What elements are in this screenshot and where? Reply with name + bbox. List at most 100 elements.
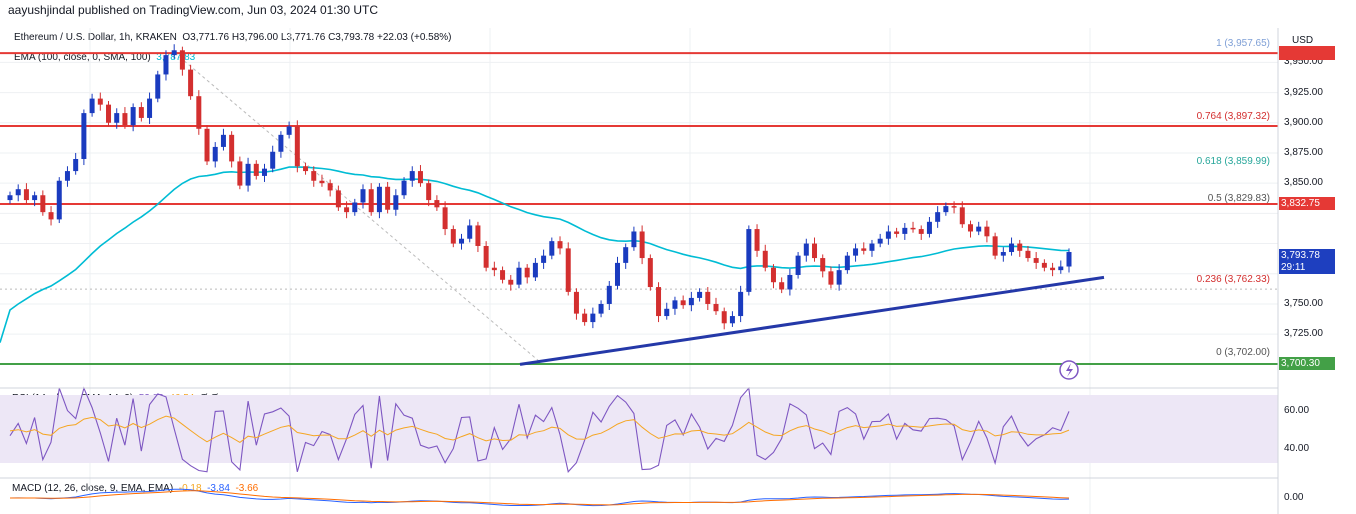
candle-body	[1050, 267, 1056, 271]
candle-body	[1058, 266, 1064, 271]
candle-body	[368, 189, 374, 213]
candle-body	[220, 134, 226, 147]
candle-body	[902, 227, 908, 234]
candle-body	[861, 248, 867, 251]
candle-body	[844, 255, 850, 271]
horizontal-lines[interactable]	[0, 52, 1278, 365]
candle-body	[623, 247, 629, 263]
candle-body	[1041, 262, 1047, 268]
candle-body	[491, 267, 497, 271]
fib-label: 0.764 (3,897.32)	[1196, 111, 1270, 122]
candle-body	[1009, 243, 1015, 253]
candle-body	[549, 241, 555, 256]
candle-body	[795, 255, 801, 275]
currency-label[interactable]: USD	[1292, 35, 1314, 46]
candle-body	[385, 186, 391, 210]
candle-body	[56, 180, 62, 220]
candle-body	[770, 267, 776, 283]
candle-body	[311, 171, 317, 181]
candle-body	[573, 291, 579, 314]
candle-body	[582, 313, 588, 323]
candle-body	[508, 279, 514, 285]
candle-body	[15, 189, 21, 196]
candle-body	[877, 238, 883, 244]
candle-body	[639, 231, 645, 259]
candle-body	[245, 163, 251, 186]
candle-body	[48, 212, 54, 220]
candle-body	[532, 262, 538, 278]
price-tick: 3,750.00	[1284, 297, 1323, 309]
ema-label: EMA (100, close, 0, SMA, 100)	[14, 52, 151, 63]
ema-legend[interactable]: EMA (100, close, 0, SMA, 100) 3,787.83	[14, 52, 195, 63]
macd-legend[interactable]: MACD (12, 26, close, 9, EMA, EMA) -0.18 …	[12, 483, 258, 494]
price-tick: 3,950.00	[1284, 56, 1323, 68]
candle-body	[754, 229, 760, 251]
candle-body	[294, 126, 300, 167]
candle-body	[590, 313, 596, 323]
candle-body	[926, 221, 932, 234]
candle-body	[212, 146, 218, 162]
candle-body	[836, 270, 842, 285]
candle-body	[729, 316, 735, 324]
candle-body	[171, 50, 177, 56]
candle-body	[89, 98, 95, 114]
candle-body	[97, 98, 103, 105]
candle-body	[631, 231, 637, 248]
fib-diagonal	[174, 52, 541, 363]
candle-body	[935, 212, 941, 222]
candle-body	[779, 282, 785, 290]
price-tick: 3,850.00	[1284, 177, 1323, 189]
candles	[7, 44, 1072, 330]
candle-body	[713, 303, 719, 312]
candle-body	[409, 171, 415, 181]
candle-body	[820, 258, 826, 272]
candle-body	[680, 300, 686, 306]
candle-body	[984, 226, 990, 237]
countdown-tag: 29:11	[1279, 261, 1335, 274]
candle-body	[557, 241, 563, 249]
symbol-legend[interactable]: Ethereum / U.S. Dollar, 1h, KRAKEN O3,77…	[14, 32, 452, 43]
candle-body	[565, 248, 571, 292]
rsi-band	[0, 395, 1278, 463]
candle-body	[992, 236, 998, 256]
candle-body	[746, 229, 752, 292]
candle-body	[319, 180, 325, 184]
candle-body	[721, 311, 727, 324]
candle-body	[450, 229, 456, 244]
fib-label: 0.5 (3,829.83)	[1207, 192, 1270, 204]
candle-body	[196, 96, 202, 129]
candle-body	[812, 243, 818, 259]
price-tick: 3,900.00	[1284, 116, 1323, 128]
candle-body	[803, 243, 809, 256]
candle-body	[229, 134, 235, 162]
candle-body	[155, 74, 161, 99]
candle-body	[32, 195, 38, 201]
candle-body	[967, 224, 973, 232]
candle-body	[106, 104, 112, 123]
price-tick: 3,725.00	[1284, 328, 1323, 340]
alert-icon[interactable]	[1059, 360, 1079, 380]
candle-body	[918, 229, 924, 234]
trendline[interactable]	[519, 275, 1105, 366]
macd-label: MACD (12, 26, close, 9, EMA, EMA)	[12, 483, 174, 494]
candle-body	[434, 200, 440, 208]
candle-body	[664, 308, 670, 317]
candle-body	[360, 189, 366, 203]
candle-body	[598, 303, 604, 314]
candle-body	[869, 243, 875, 251]
macd-tick: 0.00	[1284, 492, 1304, 503]
rsi-ma-line	[9, 415, 1070, 444]
candle-body	[401, 180, 407, 196]
macd-hist-value: -0.18	[178, 483, 202, 494]
candle-body	[1033, 258, 1039, 263]
candle-body	[7, 195, 13, 201]
fib-label: 0 (3,702.00)	[1216, 346, 1270, 358]
candle-body	[606, 285, 612, 304]
candle-body	[500, 270, 506, 280]
candle-body	[959, 207, 965, 225]
ohlc-values: O3,771.76 H3,796.00 L3,771.76 C3,793.78 …	[182, 32, 452, 43]
symbol-name: Ethereum / U.S. Dollar, 1h, KRAKEN	[14, 32, 177, 43]
candle-body	[656, 287, 662, 317]
rsi-tick: 40.00	[1284, 443, 1310, 454]
